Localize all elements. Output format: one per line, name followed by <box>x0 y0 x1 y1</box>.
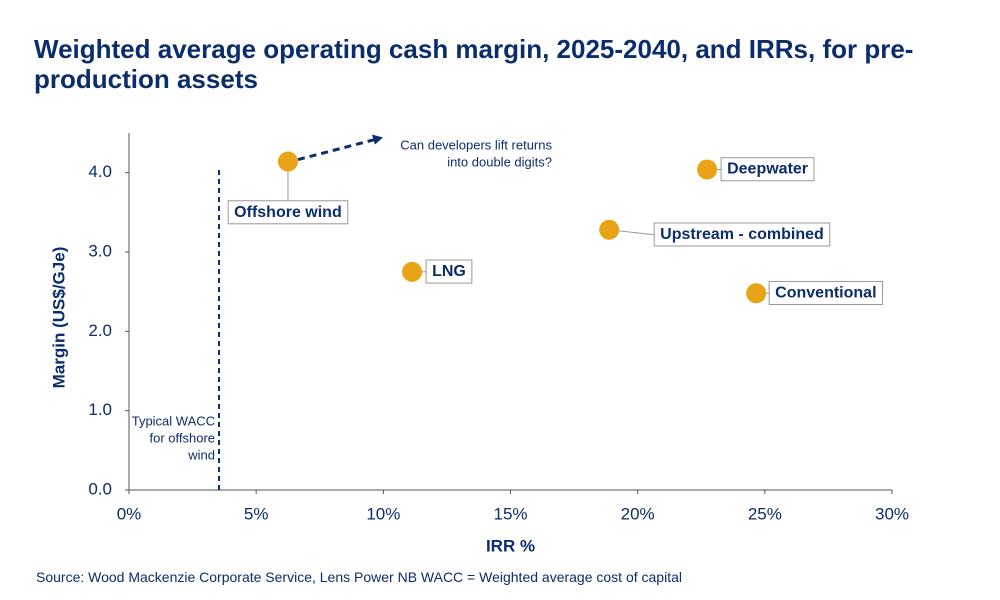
point-label: Offshore wind <box>234 204 342 221</box>
point-label: Conventional <box>775 284 876 301</box>
wacc-note: Typical WACC <box>132 413 215 428</box>
arrow-line <box>297 138 376 162</box>
arrow-note: into double digits? <box>447 154 552 169</box>
point <box>697 159 718 180</box>
point-group: Upstream - combined <box>599 219 831 247</box>
x-tick-label: 25% <box>748 504 782 523</box>
chart-title: Weighted average operating cash margin, … <box>34 34 914 94</box>
x-axis-label: IRR % <box>486 536 535 555</box>
arrow-note: Can developers lift returns <box>400 137 552 152</box>
wacc-note: wind <box>187 447 215 462</box>
x-tick-label: 20% <box>621 504 655 523</box>
y-tick-label: 1.0 <box>88 400 112 419</box>
arrow-head <box>371 134 383 145</box>
point-label: Upstream - combined <box>660 226 824 243</box>
point-label: Deepwater <box>727 161 808 178</box>
point-group: Conventional <box>746 280 884 305</box>
label-box <box>227 200 349 225</box>
source-note: Source: Wood Mackenzie Corporate Service… <box>36 569 682 585</box>
x-tick-label: 30% <box>875 504 909 523</box>
point <box>402 261 423 282</box>
point <box>277 151 298 172</box>
label-box <box>653 222 831 247</box>
y-tick-label: 2.0 <box>88 321 112 340</box>
y-axis-label: Margin (US$/GJe) <box>49 247 68 389</box>
y-tick-label: 3.0 <box>88 241 112 260</box>
label-box <box>425 259 473 284</box>
point-group: Deepwater <box>697 157 815 182</box>
point <box>746 283 767 304</box>
y-tick-label: 0.0 <box>88 479 112 498</box>
point-group: Offshore wind <box>227 151 349 225</box>
x-tick-label: 0% <box>117 504 142 523</box>
point-group: LNG <box>402 259 473 284</box>
x-tick-label: 15% <box>493 504 527 523</box>
point-label: LNG <box>432 263 466 280</box>
label-box <box>720 157 815 182</box>
label-box <box>768 280 884 305</box>
x-tick-label: 5% <box>244 504 269 523</box>
point <box>599 219 620 240</box>
y-tick-label: 4.0 <box>88 162 112 181</box>
wacc-note: for offshore <box>150 430 216 445</box>
x-tick-label: 10% <box>366 504 400 523</box>
